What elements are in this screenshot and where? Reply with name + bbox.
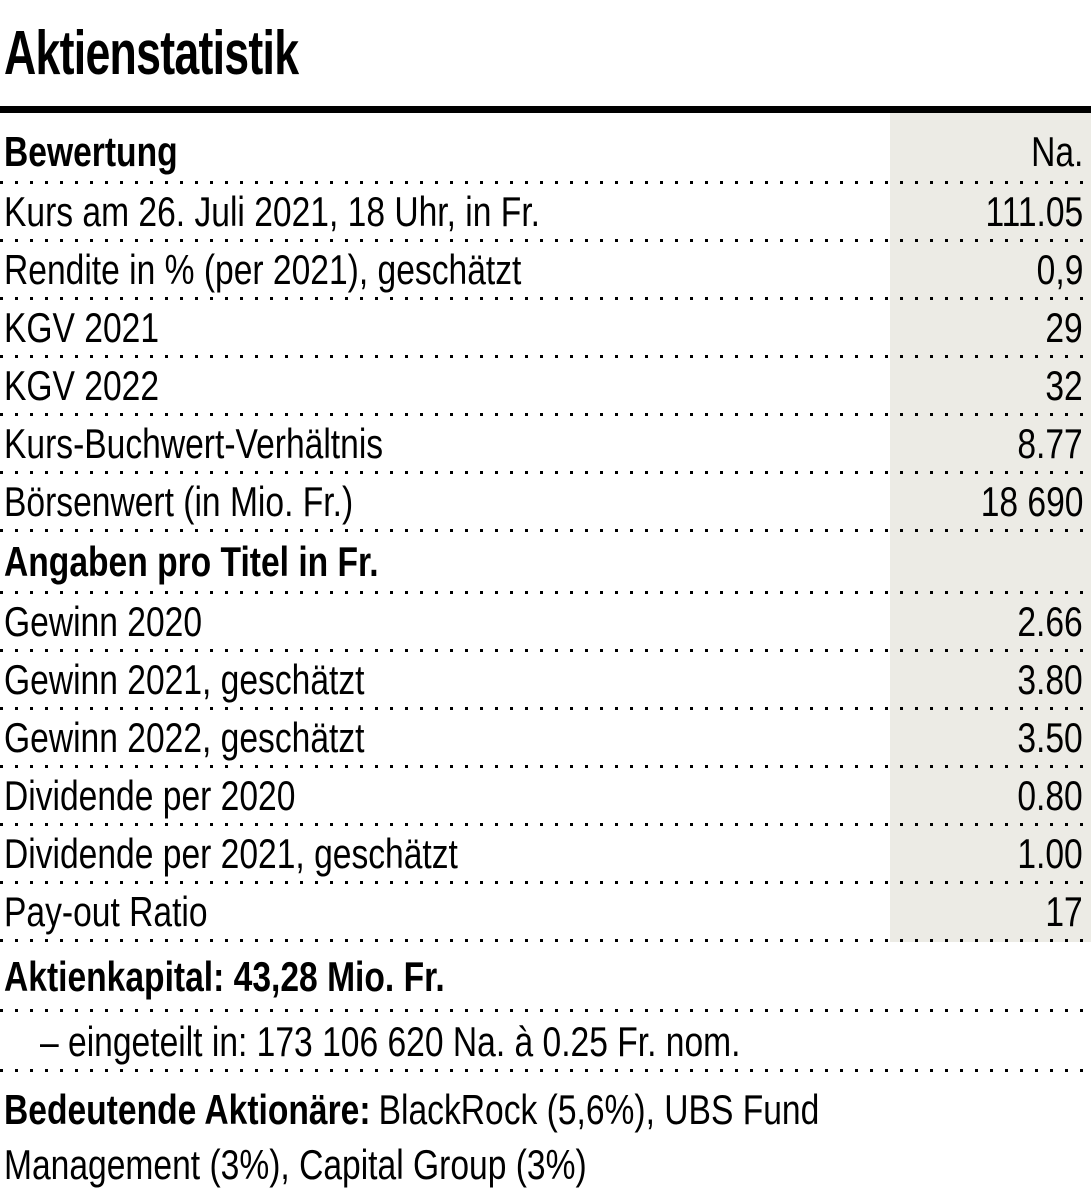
row-value: 0.80 xyxy=(1017,772,1083,819)
masthead: Aktienstatistik xyxy=(0,0,1091,106)
shareholders-text-1: BlackRock (5,6%), UBS Fund xyxy=(378,1086,820,1133)
row-value: 17 xyxy=(1045,888,1083,935)
value-column-shading xyxy=(890,113,1091,942)
dotted-separator xyxy=(0,413,1091,416)
row-value: 8.77 xyxy=(1017,420,1083,467)
table-row: KGV 2021 29 xyxy=(0,300,1091,358)
dotted-separator xyxy=(0,591,1091,594)
row-label: KGV 2021 xyxy=(4,304,160,351)
row-value: 29 xyxy=(1045,304,1083,351)
row-value: 3.50 xyxy=(1017,714,1083,761)
shareholders-text-2: Management (3%), Capital Group (3%) xyxy=(4,1141,587,1188)
share-capital-detail-text: – eingeteilt in: 173 106 620 Na. à 0.25 … xyxy=(40,1018,741,1065)
row-label: Dividende per 2021, geschätzt xyxy=(4,830,458,877)
top-rule xyxy=(0,106,1091,113)
shareholders-line-2: Management (3%), Capital Group (3%) xyxy=(4,1137,874,1192)
dotted-separator xyxy=(0,939,1091,942)
table-header-row: Bewertung Na. xyxy=(0,113,1091,184)
table-section-header-row: Angaben pro Titel in Fr. xyxy=(0,532,1091,594)
table-row: KGV 2022 32 xyxy=(0,358,1091,416)
dotted-separator xyxy=(0,1009,1091,1012)
table-row: Gewinn 2021, geschätzt 3.80 xyxy=(0,652,1091,710)
row-value: 111.05 xyxy=(985,188,1083,235)
table-row: Gewinn 2022, geschätzt 3.50 xyxy=(0,710,1091,768)
row-label: Dividende per 2020 xyxy=(4,772,296,819)
row-label: Kurs-Buchwert-Verhältnis xyxy=(4,420,384,467)
shareholders-line-1: Bedeutende Aktionäre: BlackRock (5,6%), U… xyxy=(4,1082,874,1137)
row-value: 2.66 xyxy=(1017,598,1083,645)
row-label: Pay-out Ratio xyxy=(4,888,208,935)
dotted-separator xyxy=(0,297,1091,300)
stats-table: Bewertung Na. Kurs am 26. Juli 2021, 18 … xyxy=(0,113,1091,942)
row-value: 1.00 xyxy=(1017,830,1083,877)
section-header-bewertung: Bewertung xyxy=(4,127,178,175)
table-row: Dividende per 2021, geschätzt 1.00 xyxy=(0,826,1091,884)
table-row: Rendite in % (per 2021), geschätzt 0,9 xyxy=(0,242,1091,300)
row-label: Gewinn 2021, geschätzt xyxy=(4,656,365,703)
row-label: Kurs am 26. Juli 2021, 18 Uhr, in Fr. xyxy=(4,188,540,235)
dotted-separator xyxy=(0,707,1091,710)
table-row: Pay-out Ratio 17 xyxy=(0,884,1091,942)
dotted-separator xyxy=(0,1069,1091,1072)
row-label: Gewinn 2020 xyxy=(4,598,203,645)
dotted-separator xyxy=(0,529,1091,532)
share-capital-detail-line: – eingeteilt in: 173 106 620 Na. à 0.25 … xyxy=(0,1012,1091,1072)
dotted-separator xyxy=(0,823,1091,826)
table-row: Börsenwert (in Mio. Fr.) 18 690 xyxy=(0,474,1091,532)
shareholders-label: Bedeutende Aktionäre: xyxy=(4,1086,371,1133)
table-row: Kurs am 26. Juli 2021, 18 Uhr, in Fr. 11… xyxy=(0,184,1091,242)
shareholders-note: Bedeutende Aktionäre: BlackRock (5,6%), U… xyxy=(0,1072,1091,1192)
share-capital-text: Aktienkapital: 43,28 Mio. Fr. xyxy=(4,953,445,1000)
dotted-separator xyxy=(0,355,1091,358)
row-label: KGV 2022 xyxy=(4,362,160,409)
row-label: Gewinn 2022, geschätzt xyxy=(4,714,365,761)
dotted-separator xyxy=(0,239,1091,242)
row-value: 3.80 xyxy=(1017,656,1083,703)
row-label: Rendite in % (per 2021), geschätzt xyxy=(4,246,522,293)
value-column-header: Na. xyxy=(1030,127,1083,175)
section-header-angaben: Angaben pro Titel in Fr. xyxy=(4,538,379,585)
row-value: 18 690 xyxy=(980,478,1083,525)
page-title: Aktienstatistik xyxy=(4,19,299,88)
dotted-separator xyxy=(0,881,1091,884)
row-value: 32 xyxy=(1045,362,1083,409)
table-row: Kurs-Buchwert-Verhältnis 8.77 xyxy=(0,416,1091,474)
row-label: Börsenwert (in Mio. Fr.) xyxy=(4,478,354,525)
dotted-separator xyxy=(0,649,1091,652)
dotted-separator xyxy=(0,765,1091,768)
dotted-separator xyxy=(0,471,1091,474)
row-value: 0,9 xyxy=(1036,246,1083,293)
dotted-separator xyxy=(0,181,1091,184)
table-row: Dividende per 2020 0.80 xyxy=(0,768,1091,826)
share-capital-line: Aktienkapital: 43,28 Mio. Fr. xyxy=(0,942,1091,1012)
table-row: Gewinn 2020 2.66 xyxy=(0,594,1091,652)
